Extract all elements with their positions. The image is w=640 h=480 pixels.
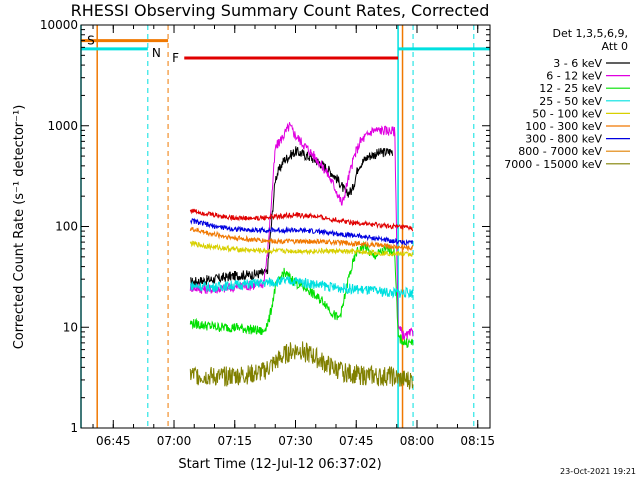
y-axis-label: Corrected Count Rate (s⁻¹ detector⁻¹) xyxy=(12,105,27,350)
series-line xyxy=(189,122,414,341)
legend-label: 100 - 300 keV xyxy=(525,120,602,133)
x-tick-label: 07:15 xyxy=(217,434,252,448)
x-tick-label: 07:30 xyxy=(278,434,313,448)
legend-header-line-2: Att 0 xyxy=(602,40,628,53)
legend-label: 12 - 25 keV xyxy=(539,82,602,95)
series-line xyxy=(189,341,414,390)
y-tick-label: 1000 xyxy=(47,119,78,133)
legend-label: 25 - 50 keV xyxy=(539,95,602,108)
legend-label: 3 - 6 keV xyxy=(553,57,602,70)
flag-label: N xyxy=(152,46,161,60)
plot-frame xyxy=(80,24,491,429)
legend-label: 50 - 100 keV xyxy=(532,107,602,120)
x-tick-label: 06:45 xyxy=(96,434,131,448)
y-tick-label: 1 xyxy=(70,421,78,435)
series-line xyxy=(189,240,414,258)
legend-label: 6 - 12 keV xyxy=(546,70,602,83)
y-tick-label: 10000 xyxy=(40,18,78,32)
legend-label: 300 - 800 keV xyxy=(525,133,602,146)
axes: 1 10 100 1000 10000 06:45 07:00 07:15 07:30 07:45… xyxy=(40,18,495,448)
series-line xyxy=(189,208,414,232)
series-line xyxy=(189,217,414,247)
chart-title: RHESSI Observing Summary Count Rates, Co… xyxy=(71,1,490,20)
timestamp: 23-Oct-2021 19:21 xyxy=(560,467,636,476)
y-tick-label: 100 xyxy=(55,220,78,234)
series-line xyxy=(189,276,414,299)
x-axis-label: Start Time (12-Jul-12 06:37:02) xyxy=(178,457,381,472)
plot-area: S N F xyxy=(80,25,490,428)
x-tick-label: 08:00 xyxy=(400,434,435,448)
x-tick-label: 07:45 xyxy=(339,434,374,448)
x-tick-label: 08:15 xyxy=(460,434,495,448)
series-line xyxy=(189,226,414,252)
legend-header-line-1: Det 1,3,5,6,9, xyxy=(552,27,628,40)
flag-label: F xyxy=(172,51,179,65)
legend-label: 800 - 7000 keV xyxy=(518,145,602,158)
legend-label: 7000 - 15000 keV xyxy=(504,158,602,171)
series-line xyxy=(189,146,393,288)
y-tick-label: 10 xyxy=(63,320,78,334)
flag-label: S xyxy=(87,34,95,48)
x-tick-label: 07:00 xyxy=(157,434,192,448)
series-line xyxy=(189,240,414,348)
